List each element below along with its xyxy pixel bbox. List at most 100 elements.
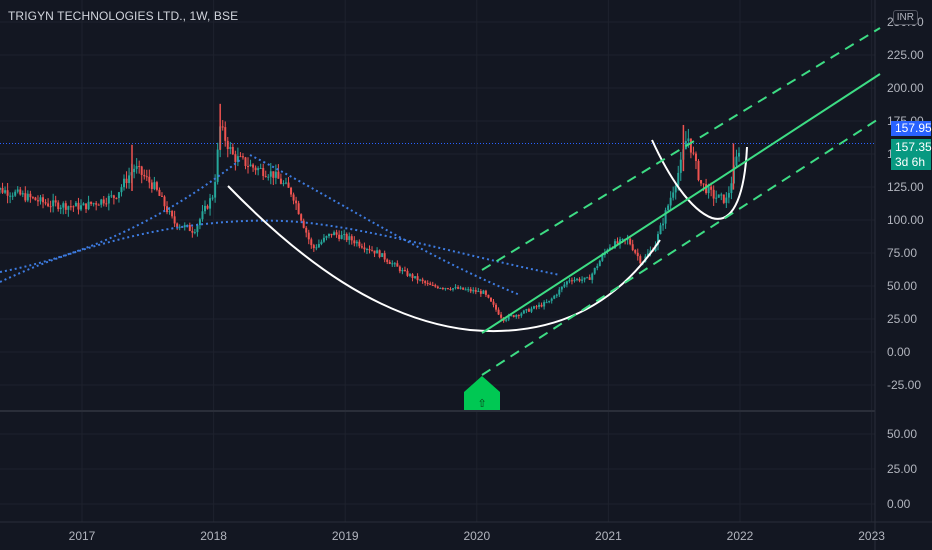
candle-body	[74, 202, 77, 207]
candle-body	[436, 286, 439, 289]
candle-body	[57, 202, 60, 210]
candle-body	[636, 252, 639, 257]
candle-body	[330, 233, 333, 236]
candle-body	[532, 306, 535, 309]
candle-body	[646, 253, 649, 257]
candle-body	[196, 225, 199, 233]
candle-body	[259, 167, 262, 169]
candle-body	[510, 315, 513, 317]
candle-body	[530, 308, 533, 312]
time-tick-label: 2020	[463, 529, 490, 543]
candle-body	[365, 248, 368, 250]
candle-body	[730, 183, 733, 194]
candle-body	[378, 250, 381, 257]
candle-body	[725, 197, 728, 203]
price-tick-label: 50.00	[887, 279, 917, 293]
candle-body	[297, 203, 300, 215]
candle-body	[85, 203, 88, 210]
candle-body	[102, 199, 105, 204]
candle-body	[145, 176, 148, 178]
candle-body	[231, 146, 234, 155]
candle-body	[727, 193, 730, 198]
candle-body	[335, 232, 338, 235]
candle-body	[679, 159, 682, 173]
candle-body	[198, 219, 201, 226]
candle-body	[150, 182, 153, 189]
candle-body	[570, 280, 573, 282]
candle-body	[452, 288, 455, 290]
candle-body	[687, 138, 690, 142]
candle-body	[482, 290, 485, 294]
candle-body	[598, 260, 601, 267]
candle-body	[206, 205, 209, 209]
buy-signal-label: ⇧	[477, 397, 486, 410]
candle-body	[553, 295, 556, 299]
candle-body	[123, 178, 126, 188]
candle-body	[153, 182, 156, 189]
candle-body	[421, 279, 424, 282]
candle-body	[634, 250, 637, 253]
candle-body	[92, 203, 95, 205]
candle-body	[178, 226, 181, 228]
candle-body	[254, 167, 257, 171]
candle-body	[269, 171, 272, 177]
candle-body	[444, 288, 447, 290]
candle-body	[545, 302, 548, 304]
candle-body	[489, 297, 492, 302]
candle-body	[376, 250, 379, 254]
candle-body	[36, 200, 39, 202]
candle-body	[621, 238, 624, 240]
candle-body	[26, 193, 29, 201]
candle-body	[115, 197, 118, 199]
indicator-tick-label: 25.00	[887, 462, 917, 476]
candle-body	[64, 203, 67, 210]
candle-body	[388, 261, 391, 264]
candle-body	[107, 195, 110, 204]
candle-body	[11, 195, 14, 197]
candle-body	[79, 205, 82, 210]
candle-body	[277, 171, 280, 179]
candle-body	[62, 203, 65, 208]
candle-body	[340, 235, 343, 239]
candle-body	[464, 289, 467, 291]
candle-body	[262, 167, 265, 177]
candle-body	[166, 206, 169, 213]
candle-body	[343, 234, 346, 236]
candle-body	[14, 191, 17, 196]
candle-body	[401, 270, 404, 272]
dotted-trendline	[249, 154, 521, 296]
candle-body	[0, 188, 2, 190]
currency-badge[interactable]: INR	[892, 10, 918, 25]
candle-body	[588, 277, 591, 280]
candle-body	[72, 206, 75, 208]
candle-body	[697, 160, 700, 181]
candle-body	[290, 187, 293, 195]
candle-body	[317, 244, 320, 248]
candle-body	[24, 193, 27, 201]
candle-body	[302, 220, 305, 228]
candle-body	[371, 250, 374, 252]
candle-body	[694, 153, 697, 161]
candle-body	[171, 211, 174, 217]
candle-body	[47, 203, 50, 207]
candle-body	[535, 306, 538, 308]
candle-body	[457, 287, 460, 289]
candle-body	[669, 197, 672, 206]
candle-body	[350, 236, 353, 241]
candle-body	[39, 197, 42, 202]
candle-body	[216, 149, 219, 182]
channel-lower	[481, 117, 881, 376]
candle-body	[439, 287, 442, 289]
time-tick-label: 2019	[332, 529, 359, 543]
candle-body	[49, 206, 52, 208]
candle-body	[543, 302, 546, 307]
candle-body	[525, 309, 528, 311]
price-tick-label: 125.00	[887, 180, 924, 194]
candle-body	[211, 197, 214, 199]
symbol-title[interactable]: TRIGYN TECHNOLOGIES LTD., 1W, BSE	[8, 9, 239, 23]
candle-body	[664, 210, 667, 224]
candle-body	[247, 166, 250, 168]
price-tick-label: 200.00	[887, 81, 924, 95]
candle-body	[707, 186, 710, 194]
